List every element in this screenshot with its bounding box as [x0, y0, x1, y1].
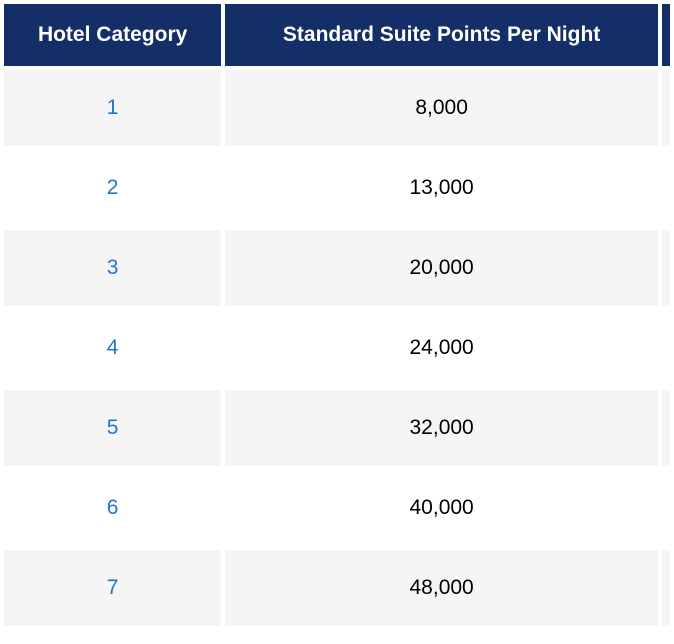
- table-row: 3 20,000: [4, 230, 670, 306]
- points-cell: 13,000: [225, 150, 658, 226]
- points-table: Hotel Category Standard Suite Points Per…: [0, 0, 674, 630]
- table-row: 5 32,000: [4, 390, 670, 466]
- points-cell: 24,000: [225, 310, 658, 386]
- category-link[interactable]: 1: [107, 96, 119, 119]
- category-link[interactable]: 5: [107, 416, 119, 439]
- category-link[interactable]: 2: [107, 176, 119, 199]
- column-header-category: Hotel Category: [4, 4, 221, 66]
- table-row: 7 48,000: [4, 550, 670, 626]
- category-link[interactable]: 4: [107, 336, 119, 359]
- points-cell: 32,000: [225, 390, 658, 466]
- category-link[interactable]: 6: [107, 496, 119, 519]
- column-header-points: Standard Suite Points Per Night: [225, 4, 658, 66]
- points-cell: 48,000: [225, 550, 658, 626]
- category-link[interactable]: 7: [107, 576, 119, 599]
- points-cell: 8,000: [225, 70, 658, 146]
- column-header-extra: [662, 4, 670, 66]
- points-cell: 40,000: [225, 470, 658, 546]
- points-cell: 20,000: [225, 230, 658, 306]
- category-link[interactable]: 3: [107, 256, 119, 279]
- table-row: 6 40,000: [4, 470, 670, 546]
- table-row: 1 8,000: [4, 70, 670, 146]
- table-row: 4 24,000: [4, 310, 670, 386]
- table-row: 2 13,000: [4, 150, 670, 226]
